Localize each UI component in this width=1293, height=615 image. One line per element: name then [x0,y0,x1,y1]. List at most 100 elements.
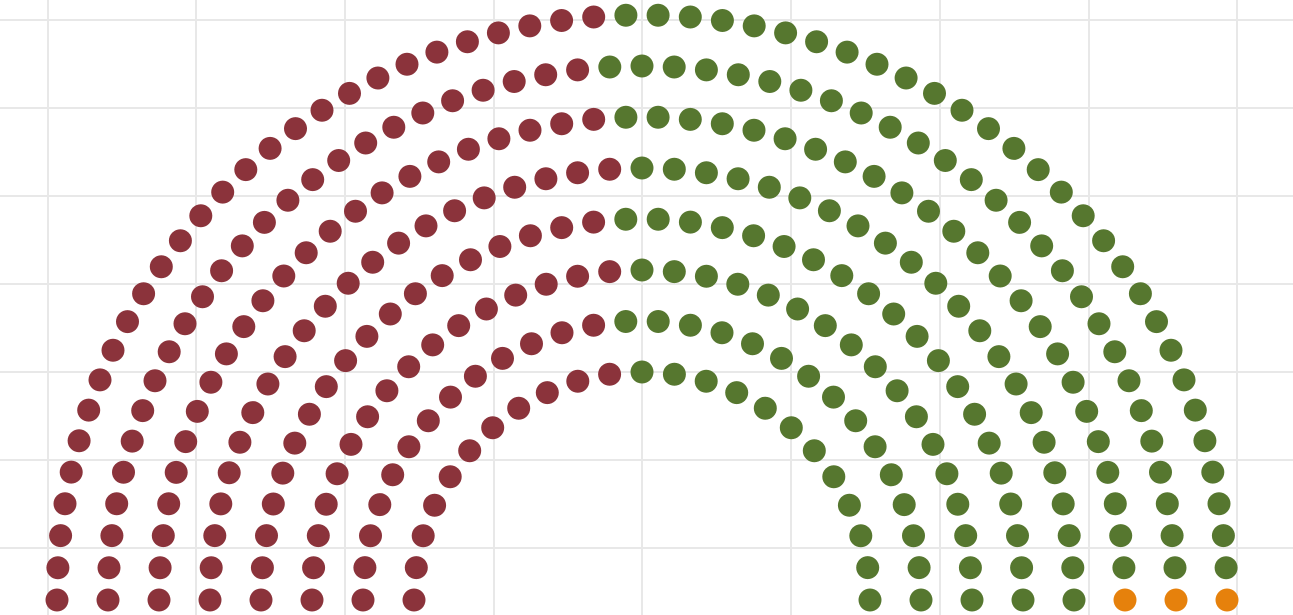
seat-dot [250,556,274,580]
seat-dot [1046,342,1070,366]
seat-dot [230,234,254,258]
seat-dot [894,66,918,90]
seat-dot [368,493,392,517]
seat-dot [646,207,670,231]
seat-dot [742,118,766,142]
seat-dot [261,492,285,516]
seat-dot [416,409,440,433]
seat-dot [375,379,399,403]
seat-dot [116,310,139,334]
seat-dot [228,430,252,454]
seat-dot [890,181,914,205]
seat-dot [882,302,906,326]
seat-dot [1061,370,1085,394]
seat-dot [598,362,622,386]
seat-dot [646,310,670,333]
seat-dot [822,385,845,409]
seat-dot [963,402,987,426]
seat-dot [958,556,982,580]
seat-dot [1129,399,1153,423]
seat-dot [988,264,1012,288]
seat-dot [344,199,367,223]
seat-dot [423,493,447,517]
seat-dot [1163,556,1187,580]
seat-dot [203,524,227,548]
seat-dot [1030,234,1054,258]
seat-dot [678,313,702,337]
seat-dot [353,556,377,580]
seat-dot [678,107,702,131]
seat-dot [862,164,886,188]
seat-dot [354,131,378,155]
seat-dot [534,167,558,191]
seat-dot [336,271,360,295]
seat-dot [199,556,223,580]
seat-dot [105,492,129,516]
seat-dot [1071,204,1095,228]
seat-dot [1049,180,1073,204]
seat-dot [646,3,670,27]
seat-dot [1075,399,1099,423]
seat-dot [443,199,467,223]
seat-dot [1006,524,1029,548]
seat-dot [1164,588,1188,612]
seat-dot [447,314,471,338]
seat-dot [503,175,527,199]
seat-dot [234,158,258,182]
seat-dot [873,231,897,255]
seat-dot [1092,229,1116,253]
seat-dot [1113,588,1137,612]
seat-dot [191,285,214,309]
seat-dot [839,333,863,357]
seat-dot [292,319,316,343]
seat-dot [598,157,622,181]
seat-dot [112,460,135,484]
seat-dot [411,101,435,125]
seat-dot [1215,588,1239,612]
seat-dot [356,405,380,429]
seat-dot [1002,136,1026,160]
seat-dot [1193,429,1217,453]
seat-dot [786,297,810,321]
seat-dot [756,283,780,307]
seat-dot [241,401,265,425]
seat-dot [950,98,974,122]
seat-dot [395,52,419,76]
seat-dot [921,432,945,456]
seat-dot [249,588,273,612]
seat-dot [211,180,235,204]
seat-dot [397,355,421,379]
seat-dot [504,283,528,307]
seat-dot [863,355,887,379]
seat-dot [977,117,1000,141]
seat-dot [1140,429,1164,453]
seat-dot [813,314,837,338]
seat-dot [849,524,873,548]
seat-dot [210,259,234,283]
seat-dot [819,89,843,113]
seat-dot [710,9,734,32]
seat-dot [157,340,181,364]
seat-dot [1160,524,1184,548]
seat-dot [132,282,156,306]
seat-dot [582,5,606,29]
seat-dot [899,250,923,274]
seat-dot [1103,492,1127,516]
seat-dot [856,556,880,580]
seat-dot [614,310,638,333]
seat-dot [1128,282,1152,306]
seat-dot [863,435,887,459]
seat-dot [802,439,826,463]
seat-dot [455,30,479,54]
seat-dot [1149,460,1172,484]
seat-dot [334,349,358,373]
seat-dot [726,272,750,296]
seat-dot [271,461,295,485]
seat-dot [878,115,902,139]
seat-dot [977,431,1001,455]
seat-dot [789,78,813,102]
seat-dot [1026,158,1050,182]
seat-dot [1086,430,1110,454]
seat-dot [1057,524,1081,548]
